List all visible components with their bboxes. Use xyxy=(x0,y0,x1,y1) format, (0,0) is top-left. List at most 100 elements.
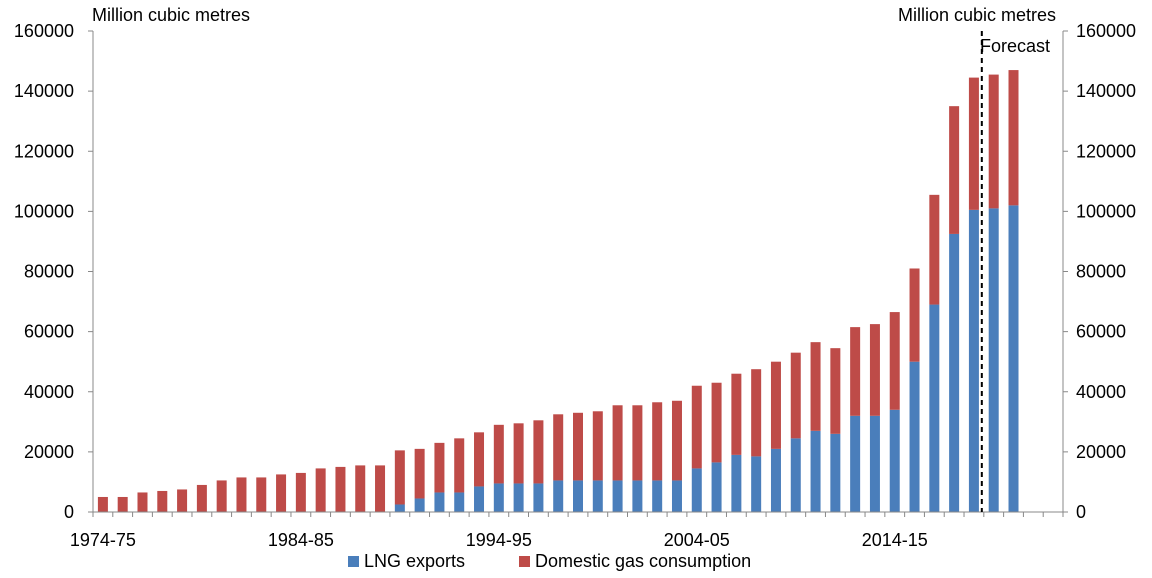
right-tick-label: 20000 xyxy=(1076,442,1126,462)
bar-domestic-consumption xyxy=(394,450,405,505)
bar-lng-exports xyxy=(474,486,485,512)
right-tick-label: 100000 xyxy=(1076,201,1136,221)
bar-domestic-consumption xyxy=(177,489,188,512)
right-tick-label: 160000 xyxy=(1076,21,1136,41)
bar-lng-exports xyxy=(810,430,821,512)
bar-domestic-consumption xyxy=(573,412,583,481)
bar-lng-exports xyxy=(889,409,900,512)
bar-domestic-consumption xyxy=(751,369,762,457)
bar-lng-exports xyxy=(671,480,682,512)
bar-lng-exports xyxy=(691,468,702,512)
bar-lng-exports xyxy=(632,480,643,512)
x-tick-label: 2004-05 xyxy=(664,530,730,550)
bar-lng-exports xyxy=(770,448,781,512)
bar-domestic-consumption xyxy=(988,74,999,209)
left-tick-label: 80000 xyxy=(24,262,74,282)
bar-domestic-consumption xyxy=(770,361,781,449)
bar-domestic-consumption xyxy=(731,373,742,455)
bar-domestic-consumption xyxy=(236,477,247,512)
left-tick-label: 120000 xyxy=(14,141,74,161)
bar-lng-exports xyxy=(909,361,920,512)
forecast-label: Forecast xyxy=(980,36,1050,56)
bar-domestic-consumption xyxy=(256,477,267,512)
bar-lng-exports xyxy=(830,433,841,512)
left-tick-label: 40000 xyxy=(24,382,74,402)
bar-lng-exports xyxy=(533,483,544,512)
bar-lng-exports xyxy=(513,483,524,512)
bar-lng-exports xyxy=(434,492,445,512)
bar-domestic-consumption xyxy=(671,400,682,481)
bar-lng-exports xyxy=(493,483,504,512)
bar-lng-exports xyxy=(652,480,663,512)
bar-lng-exports xyxy=(949,233,960,513)
bar-lng-exports xyxy=(612,480,623,512)
bar-lng-exports xyxy=(929,304,940,512)
bars-layer xyxy=(97,70,1019,513)
bar-domestic-consumption xyxy=(652,402,663,481)
bar-domestic-consumption xyxy=(830,348,841,434)
axes-layer xyxy=(88,30,1068,517)
bar-domestic-consumption xyxy=(335,466,346,512)
legend-swatch-lng-exports xyxy=(348,556,359,567)
bar-domestic-consumption xyxy=(137,492,148,512)
bar-domestic-consumption xyxy=(493,424,504,484)
bar-lng-exports xyxy=(869,415,880,512)
right-tick-label: 60000 xyxy=(1076,322,1126,342)
bar-lng-exports xyxy=(573,480,583,512)
bar-lng-exports xyxy=(968,209,979,512)
left-tick-label: 140000 xyxy=(14,81,74,101)
left-tick-label: 160000 xyxy=(14,21,74,41)
right-unit-label: Million cubic metres xyxy=(898,5,1056,25)
left-tick-label: 0 xyxy=(64,502,74,522)
bar-lng-exports xyxy=(592,480,603,512)
legend: LNG exports Domestic gas consumption xyxy=(348,551,751,571)
bar-domestic-consumption xyxy=(513,423,524,484)
bar-lng-exports xyxy=(988,208,999,512)
bar-domestic-consumption xyxy=(869,324,880,416)
bar-domestic-consumption xyxy=(414,448,425,499)
right-tick-label: 140000 xyxy=(1076,81,1136,101)
bar-domestic-consumption xyxy=(968,77,979,210)
bar-domestic-consumption xyxy=(454,438,465,493)
right-tick-label: 80000 xyxy=(1076,262,1126,282)
bar-domestic-consumption xyxy=(711,382,722,463)
bar-domestic-consumption xyxy=(157,490,168,512)
bar-domestic-consumption xyxy=(315,468,326,512)
bar-lng-exports xyxy=(414,498,425,512)
bar-domestic-consumption xyxy=(553,414,564,481)
left-tick-label: 20000 xyxy=(24,442,74,462)
x-tick-label: 2014-15 xyxy=(862,530,928,550)
bar-lng-exports xyxy=(394,504,405,512)
bar-domestic-consumption xyxy=(592,411,603,481)
bar-domestic-consumption xyxy=(533,420,544,484)
bar-domestic-consumption xyxy=(196,484,207,512)
legend-swatch-domestic-consumption xyxy=(519,556,530,567)
left-unit-label: Million cubic metres xyxy=(92,5,250,25)
bar-domestic-consumption xyxy=(97,496,108,512)
x-tick-label: 1984-85 xyxy=(268,530,334,550)
bar-lng-exports xyxy=(711,462,722,512)
bar-lng-exports xyxy=(731,454,742,512)
x-tick-label: 1994-95 xyxy=(466,530,532,550)
bar-domestic-consumption xyxy=(216,480,227,512)
bar-lng-exports xyxy=(454,492,465,512)
labels-layer: 0 0 20000 20000 40000 40000 60000 60000 80000 800… xyxy=(14,21,1136,550)
bar-domestic-consumption xyxy=(691,385,702,469)
bar-domestic-consumption xyxy=(632,405,643,481)
left-tick-label: 100000 xyxy=(14,201,74,221)
bar-domestic-consumption xyxy=(889,312,900,410)
bar-lng-exports xyxy=(751,456,762,512)
bar-domestic-consumption xyxy=(929,194,940,305)
bar-domestic-consumption xyxy=(909,268,920,362)
bar-domestic-consumption xyxy=(276,474,287,512)
bar-domestic-consumption xyxy=(295,472,306,512)
bar-domestic-consumption xyxy=(355,465,366,512)
x-tick-label: 1974-75 xyxy=(70,530,136,550)
bar-domestic-consumption xyxy=(790,352,801,439)
bar-domestic-consumption xyxy=(375,465,386,512)
bar-lng-exports xyxy=(1008,205,1019,513)
legend-label-lng-exports: LNG exports xyxy=(364,551,465,571)
bar-domestic-consumption xyxy=(612,405,623,481)
bar-domestic-consumption xyxy=(434,442,445,493)
